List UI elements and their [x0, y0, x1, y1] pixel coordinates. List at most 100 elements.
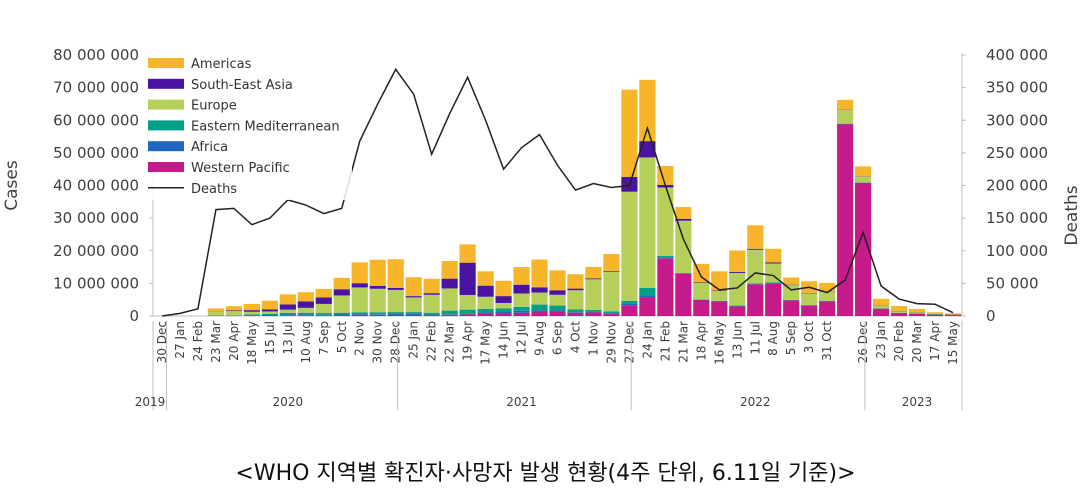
bar-americas-27 [639, 79, 656, 142]
bar-western-pacific-33 [747, 284, 764, 316]
bar-europe-13 [387, 289, 404, 313]
x-tick-label: 29 Nov [604, 321, 618, 364]
bar-eastern-mediterranean-27 [639, 287, 656, 296]
bar-eastern-mediterranean-11 [351, 312, 368, 315]
bar-europe-11 [351, 287, 368, 313]
bar-africa-26 [621, 303, 638, 306]
x-tick-label: 2 Nov [353, 321, 367, 356]
x-tick-label: 10 Aug [299, 321, 313, 364]
bar-europe-33 [747, 249, 764, 284]
bar-americas-35 [783, 277, 800, 285]
bar-americas-22 [549, 270, 566, 291]
bar-western-pacific-7 [279, 315, 296, 316]
bar-europe-14 [405, 297, 422, 313]
bar-western-pacific-24 [585, 312, 602, 316]
x-tick-label: 19 Apr [461, 321, 475, 361]
x-tick-label: 24 Jan [640, 321, 654, 359]
x-tick-label: 11 Jul [748, 321, 762, 355]
x-tick-label: 5 Sep [784, 321, 798, 355]
bar-americas-42 [908, 308, 926, 313]
x-tick-label: 30 Nov [371, 321, 385, 364]
bar-eastern-mediterranean-19 [495, 308, 512, 312]
bar-americas-20 [513, 267, 530, 285]
legend-swatch-western-pacific [148, 162, 184, 172]
bar-americas-8 [297, 292, 314, 302]
bar-south-east-asia-6 [261, 309, 278, 312]
legend-swatch-europe [148, 99, 184, 110]
bar-europe-35 [783, 285, 800, 300]
bar-americas-16 [441, 261, 458, 279]
bar-eastern-mediterranean-6 [261, 313, 278, 316]
x-tick-label: 7 Sep [317, 321, 331, 355]
bar-europe-3 [207, 311, 225, 316]
bar-eastern-mediterranean-8 [297, 312, 314, 315]
legend-swatch-americas [148, 58, 184, 68]
bar-europe-20 [513, 293, 530, 307]
bar-africa-19 [495, 311, 512, 314]
legend-swatch-eastern-mediterranean [148, 120, 184, 131]
bar-europe-30 [693, 283, 710, 300]
bar-africa-8 [297, 314, 314, 316]
bar-south-east-asia-9 [315, 297, 332, 304]
x-tick-label: 20 Apr [227, 321, 241, 361]
x-tick-label: 18 May [245, 321, 259, 365]
bar-south-east-asia-34 [765, 262, 782, 264]
bar-western-pacific-23 [567, 312, 584, 316]
bar-europe-24 [585, 279, 602, 310]
bar-eastern-mediterranean-7 [279, 312, 296, 315]
bar-europe-21 [531, 292, 548, 305]
bar-americas-15 [423, 278, 440, 294]
y-tick-label: 20 000 000 [53, 242, 139, 260]
bar-americas-19 [495, 280, 512, 297]
y-tick-label: 40 000 000 [53, 177, 139, 195]
bar-europe-4 [225, 311, 242, 316]
bar-eastern-mediterranean-34 [765, 282, 782, 284]
x-tick-label: 22 Mar [443, 321, 457, 363]
x-tick-label: 4 Oct [568, 321, 582, 353]
bar-south-east-asia-16 [441, 278, 458, 289]
bar-western-pacific-22 [549, 311, 566, 316]
x-tick-label: 28 Dec [389, 321, 403, 363]
bar-americas-18 [477, 271, 494, 286]
x-tick-label: 12 Jul [515, 321, 529, 355]
bar-western-pacific-18 [477, 313, 494, 316]
bar-europe-41 [890, 310, 908, 313]
bar-europe-25 [603, 271, 620, 312]
bar-americas-33 [747, 225, 764, 249]
bar-eastern-mediterranean-12 [369, 312, 386, 315]
chart-caption: <WHO 지역별 확진자·사망자 발생 현황(4주 단위, 6.11일 기준)> [235, 461, 856, 486]
y-tick-label: 10 000 000 [53, 274, 139, 292]
y2-tick-label: 150 000 [986, 209, 1048, 227]
bar-europe-38 [837, 109, 854, 124]
legend-label: Africa [191, 140, 228, 155]
bar-western-pacific-44 [944, 315, 962, 316]
x-tick-label: 6 Sep [551, 321, 565, 355]
bar-europe-29 [675, 220, 692, 273]
bar-eastern-mediterranean-24 [585, 309, 602, 312]
x-tick-label: 20 Mar [910, 321, 924, 363]
deaths-line [161, 67, 954, 317]
bar-americas-14 [405, 277, 422, 297]
bar-western-pacific-8 [297, 315, 314, 316]
bar-eastern-mediterranean-13 [387, 312, 404, 315]
bar-western-pacific-38 [837, 124, 854, 316]
bar-western-pacific-28 [657, 258, 674, 316]
bar-eastern-mediterranean-17 [459, 309, 476, 314]
bar-americas-29 [675, 207, 692, 219]
bar-south-east-asia-29 [675, 218, 692, 221]
bar-western-pacific-9 [315, 315, 332, 316]
chart-axes: 0 10 000 000 20 000 000 30 000 000 40 000 00… [2, 46, 1082, 410]
bar-western-pacific-34 [765, 283, 782, 317]
bar-eastern-mediterranean-9 [315, 313, 332, 315]
year-label-2019: 2019 [135, 395, 166, 409]
bar-western-pacific-12 [369, 314, 386, 316]
y2-tick-label: 50 000 [986, 274, 1039, 292]
bar-south-east-asia-14 [405, 296, 422, 298]
bar-americas-40 [873, 298, 890, 306]
x-tick-label: 21 Feb [658, 321, 672, 361]
bar-europe-42 [908, 312, 926, 314]
bar-western-pacific-15 [423, 315, 440, 316]
bar-south-east-asia-10 [333, 289, 350, 296]
bar-europe-36 [801, 293, 818, 306]
